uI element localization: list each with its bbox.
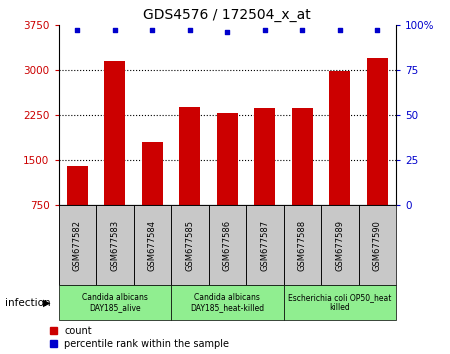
Bar bbox=[329, 71, 350, 205]
Bar bbox=[217, 113, 238, 205]
Bar bbox=[58, 285, 171, 320]
Point bbox=[148, 27, 156, 33]
Point bbox=[186, 27, 194, 33]
Bar bbox=[171, 285, 284, 320]
Bar bbox=[367, 58, 387, 205]
Bar bbox=[208, 205, 246, 285]
Legend: count, percentile rank within the sample: count, percentile rank within the sample bbox=[50, 326, 230, 349]
Text: Candida albicans
DAY185_heat-killed: Candida albicans DAY185_heat-killed bbox=[190, 293, 264, 312]
Bar bbox=[142, 142, 162, 205]
Text: GSM677584: GSM677584 bbox=[148, 219, 157, 271]
Bar bbox=[284, 285, 396, 320]
Bar bbox=[246, 205, 284, 285]
Text: Escherichia coli OP50_heat
killed: Escherichia coli OP50_heat killed bbox=[288, 293, 392, 312]
Text: GSM677582: GSM677582 bbox=[73, 219, 82, 271]
Text: Candida albicans
DAY185_alive: Candida albicans DAY185_alive bbox=[82, 293, 148, 312]
Text: GSM677585: GSM677585 bbox=[185, 219, 194, 271]
Bar bbox=[321, 205, 359, 285]
Bar bbox=[254, 108, 275, 205]
Bar bbox=[292, 108, 313, 205]
Text: GSM677590: GSM677590 bbox=[373, 220, 382, 270]
Point bbox=[224, 29, 231, 35]
Point bbox=[299, 27, 306, 33]
Point bbox=[374, 27, 381, 33]
Bar bbox=[134, 205, 171, 285]
Bar bbox=[96, 205, 134, 285]
Bar bbox=[359, 205, 396, 285]
Bar bbox=[180, 107, 200, 205]
Bar bbox=[104, 61, 125, 205]
Text: GSM677586: GSM677586 bbox=[223, 219, 232, 271]
Bar bbox=[171, 205, 208, 285]
Bar bbox=[67, 166, 88, 205]
Text: GSM677589: GSM677589 bbox=[335, 219, 344, 271]
Point bbox=[111, 27, 118, 33]
Bar bbox=[58, 205, 96, 285]
Bar bbox=[284, 205, 321, 285]
Text: GSM677583: GSM677583 bbox=[110, 219, 119, 271]
Text: ▶: ▶ bbox=[43, 298, 50, 308]
Point bbox=[336, 27, 343, 33]
Text: GSM677587: GSM677587 bbox=[260, 219, 269, 271]
Point bbox=[261, 27, 268, 33]
Title: GDS4576 / 172504_x_at: GDS4576 / 172504_x_at bbox=[144, 8, 311, 22]
Text: infection: infection bbox=[4, 298, 50, 308]
Point bbox=[74, 27, 81, 33]
Text: GSM677588: GSM677588 bbox=[298, 219, 307, 271]
